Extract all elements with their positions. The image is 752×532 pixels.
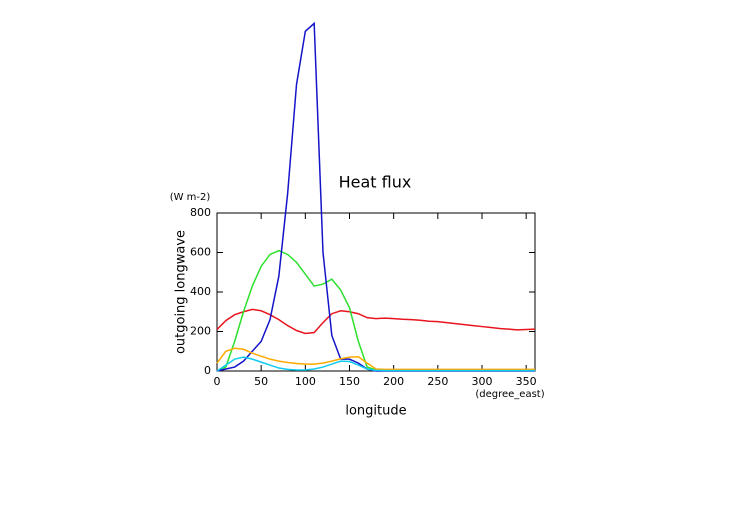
y-tick-label: 0 xyxy=(204,364,211,377)
x-tick-label: 300 xyxy=(472,375,493,388)
x-tick-label: 50 xyxy=(254,375,268,388)
series-line xyxy=(216,249,535,372)
y-unit: (W m-2) xyxy=(170,192,211,203)
y-tick-label: 800 xyxy=(190,206,211,219)
series-line xyxy=(216,347,535,371)
y-label: outgoing longwave xyxy=(174,230,189,354)
series-line xyxy=(216,356,535,372)
x-unit: (degree_east) xyxy=(475,389,544,400)
x-tick-label: 200 xyxy=(383,375,404,388)
y-tick-label: 400 xyxy=(190,285,211,298)
x-tick-label: 100 xyxy=(295,375,316,388)
x-tick-label: 150 xyxy=(339,375,360,388)
x-label: longitude xyxy=(345,404,406,419)
plot-frame xyxy=(216,212,536,372)
x-tick-label: 250 xyxy=(427,375,448,388)
y-tick-label: 200 xyxy=(190,325,211,338)
chart-title: Heat flux xyxy=(339,173,412,192)
x-tick-label: 0 xyxy=(214,375,221,388)
y-tick-label: 600 xyxy=(190,246,211,259)
series-line xyxy=(216,308,536,335)
x-tick-label: 350 xyxy=(516,375,537,388)
